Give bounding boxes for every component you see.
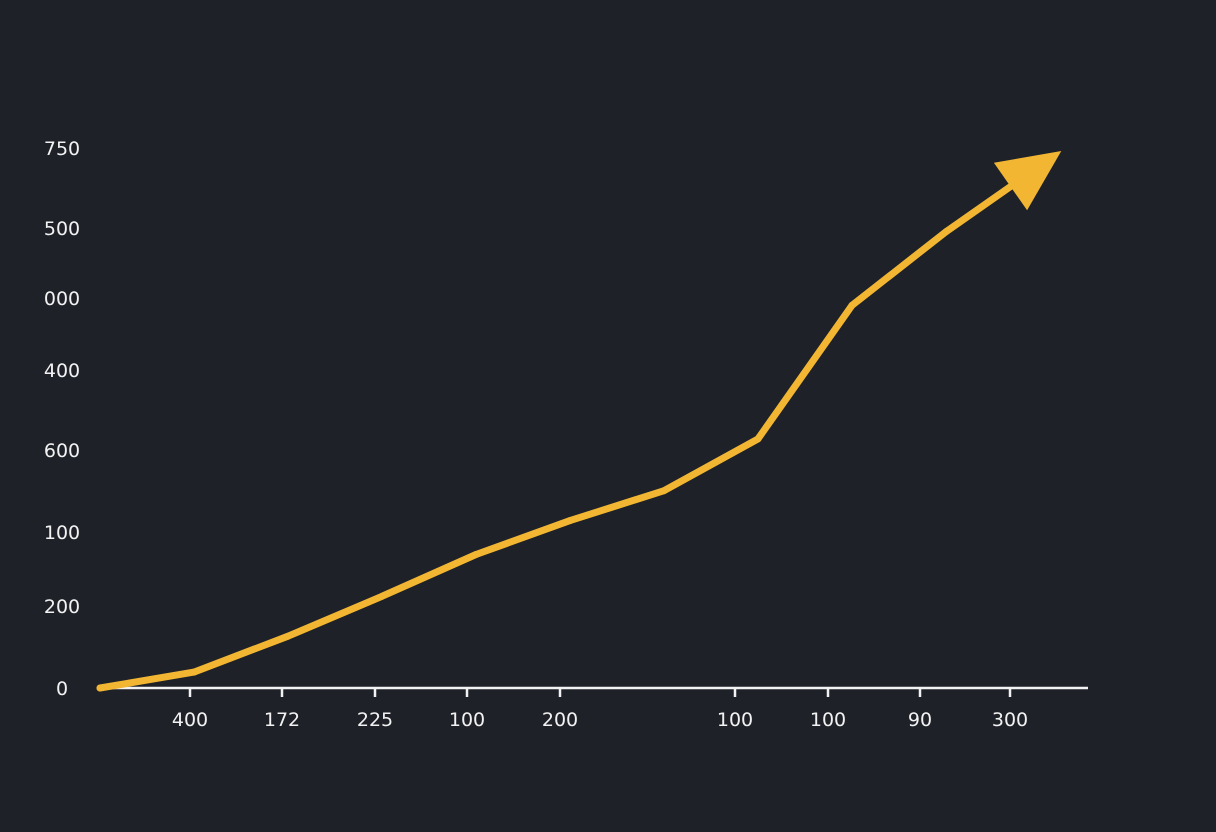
- data-point: [848, 301, 856, 309]
- y-tick-label: 000: [44, 288, 80, 310]
- y-tick-label: 200: [44, 596, 80, 618]
- x-tick-label: 100: [717, 709, 753, 731]
- x-tick-label: 100: [810, 709, 846, 731]
- data-point: [96, 684, 104, 692]
- series-line: [96, 162, 1044, 692]
- data-point: [660, 487, 668, 495]
- series-group: [96, 151, 1062, 692]
- data-point: [754, 435, 762, 443]
- x-axis-ticks: 400 172 225 100 200 100 100 90 300: [172, 688, 1028, 731]
- y-tick-label: 400: [44, 360, 80, 382]
- y-tick-label: 0: [56, 678, 68, 700]
- y-tick-label: 600: [44, 440, 80, 462]
- data-point: [284, 632, 292, 640]
- x-tick-label: 200: [542, 709, 578, 731]
- data-point: [378, 592, 386, 600]
- data-point: [190, 668, 198, 676]
- x-tick-label: 100: [449, 709, 485, 731]
- data-point: [566, 517, 574, 525]
- arrowhead-icon: [993, 151, 1062, 211]
- data-point: [472, 551, 480, 558]
- y-axis-ticks: 0 200 100 600 400 000 500 750: [44, 138, 80, 700]
- y-tick-label: 500: [44, 218, 80, 240]
- y-tick-label: 750: [44, 138, 80, 160]
- x-tick-label: 90: [908, 709, 932, 731]
- y-tick-label: 100: [44, 522, 80, 544]
- data-point: [942, 228, 950, 236]
- x-tick-label: 172: [264, 709, 300, 731]
- x-tick-label: 400: [172, 709, 208, 731]
- x-tick-label: 225: [357, 709, 393, 731]
- x-tick-label: 300: [992, 709, 1028, 731]
